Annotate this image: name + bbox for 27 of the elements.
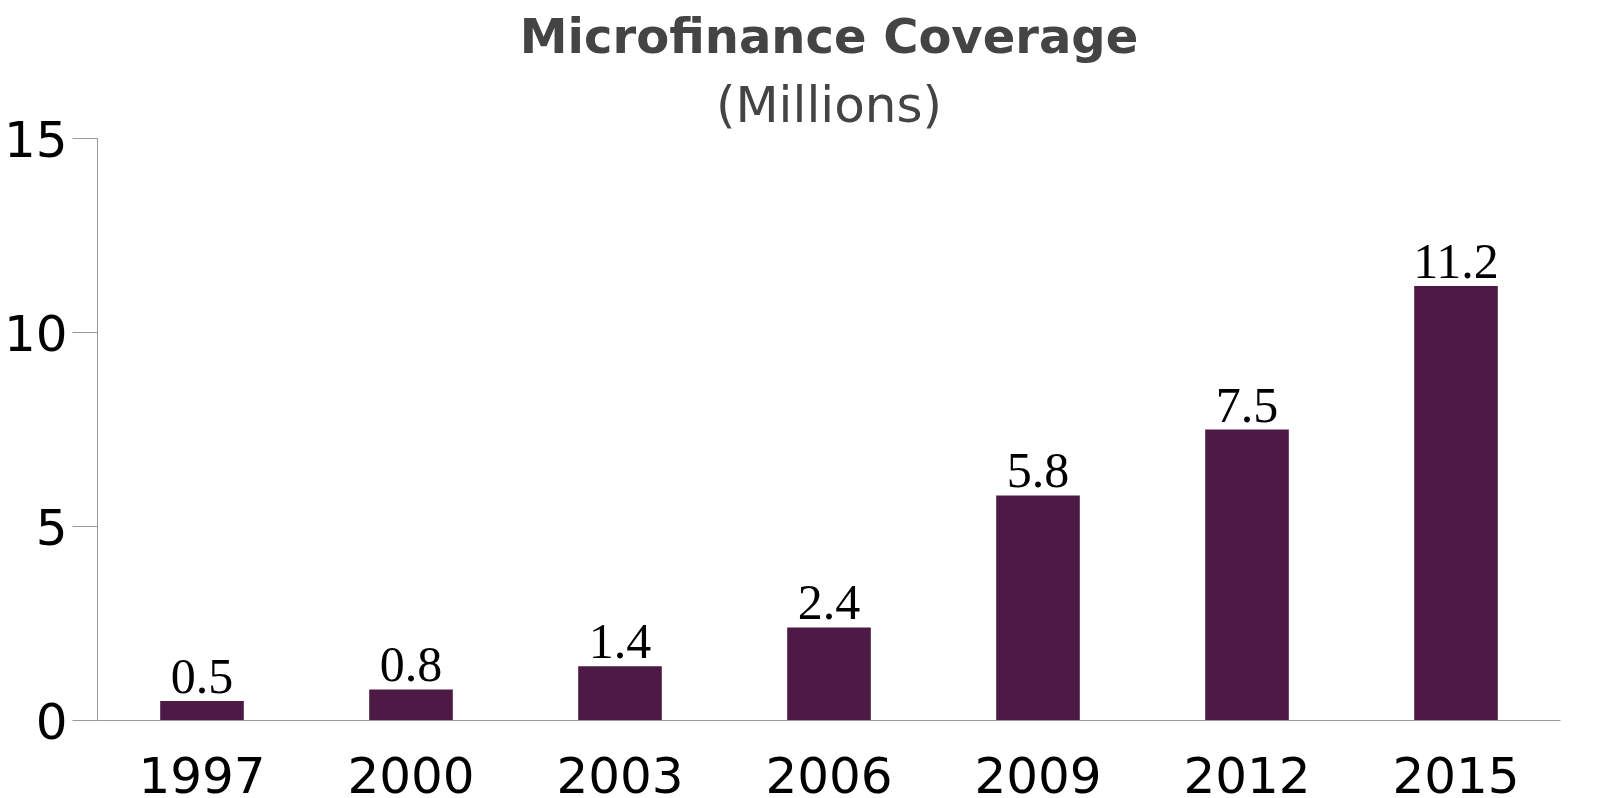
x-tick-label: 2000: [347, 746, 475, 798]
bar: [369, 689, 453, 721]
y-tick-label: 5: [35, 498, 68, 557]
data-label: 2.4: [797, 574, 861, 631]
bar: [787, 627, 871, 721]
y-tick-label: 0: [35, 692, 68, 751]
chart-subtitle: (Millions): [715, 75, 943, 134]
data-label: 1.4: [588, 613, 652, 670]
bar: [160, 701, 244, 721]
bar: [1205, 429, 1289, 721]
bar: [578, 666, 662, 721]
x-tick-label: 2012: [1183, 746, 1311, 798]
chart-title: Microfinance Coverage: [519, 7, 1139, 64]
bar: [996, 495, 1080, 721]
bar: [1414, 285, 1498, 721]
data-label: 0.5: [170, 648, 234, 705]
data-label: 5.8: [1006, 442, 1070, 499]
data-label: 0.8: [379, 636, 443, 693]
x-tick-label: 2006: [765, 746, 893, 798]
data-label: 11.2: [1413, 232, 1499, 289]
data-label: 7.5: [1215, 376, 1279, 433]
x-tick-label: 2015: [1392, 746, 1520, 798]
x-tick-label: 1997: [138, 746, 266, 798]
y-tick-label: 10: [3, 304, 68, 363]
x-tick-label: 2003: [556, 746, 684, 798]
x-tick-label: 2009: [974, 746, 1102, 798]
y-tick-label: 15: [3, 110, 68, 169]
